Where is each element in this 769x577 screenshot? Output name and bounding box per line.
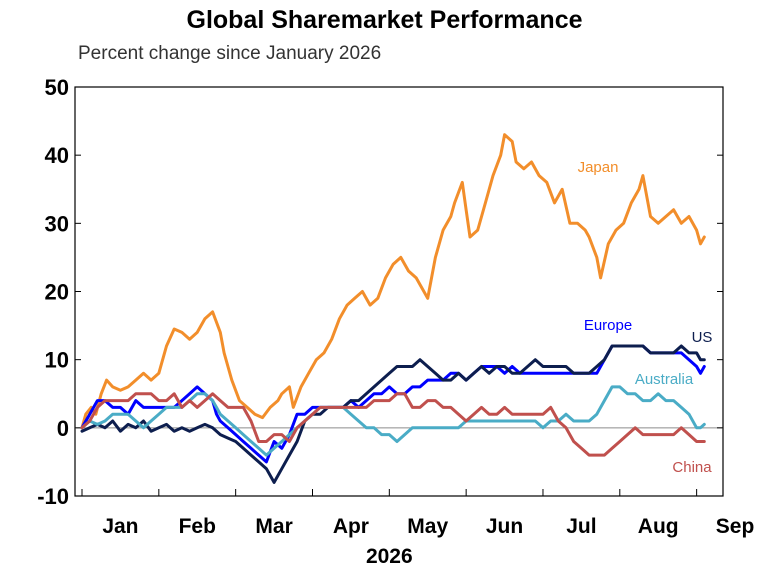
series-label-australia: Australia [635,371,694,388]
chart-title: Global Sharemarket Performance [186,6,583,34]
y-tick-label: 30 [45,211,69,236]
x-tick-label: May [407,515,448,538]
chart-subtitle: Percent change since January 2026 [78,43,382,64]
x-tick-label: Jul [566,515,596,538]
y-tick-label: -10 [37,484,69,509]
y-tick-label: 40 [45,143,69,168]
series-line-us [80,344,706,484]
y-tick-label: 10 [45,348,69,373]
x-tick-label: Jun [486,515,523,538]
x-tick-label: Feb [179,515,216,538]
x-tick-label: Aug [638,515,679,538]
x-tick-label: Apr [333,515,369,538]
y-tick-label: 0 [57,416,69,441]
series-line-japan [80,133,706,430]
series-line-europe [80,344,706,464]
series-label-us: US [692,329,713,346]
y-tick-label: 20 [45,280,69,305]
x-tick-label: Sep [716,515,755,538]
x-axis-year-label: 2026 [366,545,413,568]
x-tick-label: Mar [255,515,292,538]
series-line-china [80,392,706,457]
series-label-japan: Japan [578,159,619,176]
series-label-china: China [672,459,712,476]
y-tick-label: 50 [45,75,69,100]
x-tick-label: Jan [102,515,138,538]
series-label-europe: Europe [584,317,632,334]
